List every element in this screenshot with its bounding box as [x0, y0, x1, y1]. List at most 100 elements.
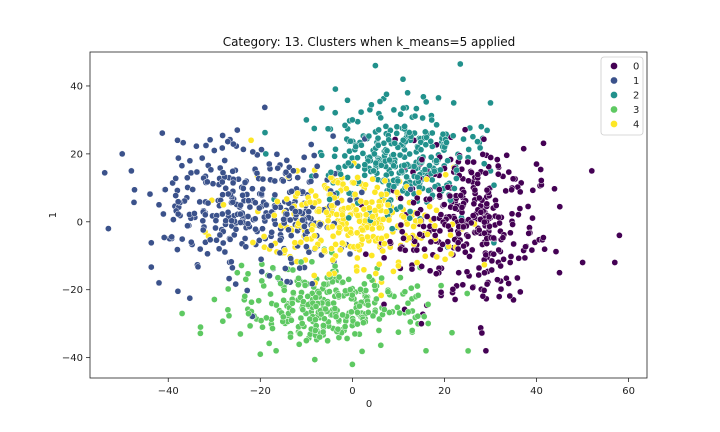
scatter-point-cluster-0 [431, 232, 439, 239]
scatter-point-cluster-1 [196, 198, 204, 206]
scatter-point-cluster-2 [413, 105, 420, 112]
scatter-point-cluster-4 [294, 189, 301, 197]
scatter-point-cluster-1 [232, 280, 240, 288]
scatter-point-cluster-4 [336, 246, 344, 254]
scatter-point-cluster-1 [237, 201, 244, 209]
scatter-point-cluster-3 [424, 301, 432, 308]
scatter-point-cluster-3 [335, 292, 343, 299]
chart-title: Category: 13. Clusters when k_means=5 ap… [223, 35, 516, 49]
scatter-point-cluster-3 [395, 328, 402, 336]
scatter-point-cluster-3 [343, 335, 351, 342]
scatter-point-cluster-1 [228, 217, 236, 225]
scatter-point-cluster-0 [459, 281, 467, 289]
scatter-point-cluster-3 [312, 303, 320, 310]
scatter-point-cluster-2 [487, 99, 494, 107]
scatter-point-cluster-2 [396, 151, 404, 159]
scatter-point-cluster-4 [247, 136, 255, 144]
scatter-point-cluster-0 [475, 271, 483, 279]
scatter-point-cluster-4 [372, 270, 380, 277]
scatter-point-cluster-1 [186, 294, 194, 302]
scatter-point-cluster-3 [331, 305, 339, 312]
scatter-point-cluster-0 [455, 269, 463, 277]
scatter-point-cluster-4 [416, 217, 424, 225]
scatter-point-cluster-2 [390, 183, 398, 190]
scatter-point-cluster-1 [259, 185, 267, 193]
scatter-point-cluster-2 [327, 168, 335, 176]
scatter-point-cluster-3 [289, 289, 297, 296]
scatter-point-cluster-4 [368, 198, 376, 206]
scatter-point-cluster-4 [333, 211, 341, 218]
scatter-point-cluster-1 [264, 212, 272, 220]
scatter-point-cluster-4 [320, 247, 328, 254]
scatter-point-cluster-3 [420, 313, 428, 320]
scatter-point-cluster-2 [398, 167, 405, 175]
scatter-point-cluster-1 [172, 192, 180, 199]
scatter-point-cluster-2 [433, 157, 440, 165]
scatter-point-cluster-0 [506, 292, 514, 300]
scatter-point-cluster-3 [312, 316, 319, 324]
scatter-point-cluster-1 [251, 199, 259, 207]
scatter-point-cluster-4 [359, 226, 366, 234]
scatter-point-cluster-3 [259, 323, 266, 331]
scatter-point-cluster-0 [444, 183, 452, 191]
scatter-point-cluster-3 [348, 291, 356, 299]
scatter-point-cluster-0 [470, 200, 478, 208]
scatter-point-cluster-4 [353, 267, 361, 275]
scatter-point-cluster-1 [267, 242, 275, 249]
scatter-point-cluster-3 [332, 313, 340, 321]
scatter-point-cluster-1 [407, 186, 415, 193]
scatter-point-cluster-1 [242, 243, 250, 251]
scatter-point-cluster-2 [374, 142, 382, 149]
scatter-point-cluster-2 [345, 214, 353, 222]
legend-label-0: 0 [633, 62, 639, 73]
scatter-point-cluster-1 [170, 216, 177, 223]
scatter-point-cluster-1 [222, 184, 230, 192]
scatter-point-cluster-1 [287, 232, 295, 239]
scatter-point-cluster-1 [273, 150, 281, 158]
scatter-point-cluster-0 [464, 233, 472, 240]
scatter-point-cluster-1 [239, 191, 246, 199]
scatter-point-cluster-0 [521, 254, 529, 262]
scatter-point-cluster-1 [219, 210, 226, 218]
scatter-point-cluster-3 [296, 330, 304, 338]
scatter-point-cluster-2 [437, 166, 444, 174]
scatter-point-cluster-1 [280, 216, 287, 223]
plot-frame [89, 51, 648, 379]
scatter-point-cluster-1 [261, 104, 269, 111]
scatter-point-cluster-0 [469, 284, 477, 291]
scatter-point-cluster-0 [421, 245, 428, 253]
scatter-point-cluster-4 [291, 239, 299, 247]
x-axis-ticks: −40 −20 0 20 40 60 [158, 378, 635, 397]
scatter-point-cluster-1 [303, 243, 310, 250]
scatter-point-cluster-2 [347, 137, 354, 145]
scatter-point-cluster-3 [263, 314, 270, 322]
scatter-point-cluster-1 [178, 162, 186, 170]
scatter-point-cluster-3 [401, 288, 409, 296]
scatter-point-cluster-3 [357, 286, 364, 293]
scatter-point-cluster-4 [368, 225, 376, 233]
scatter-point-cluster-4 [328, 202, 336, 210]
scatter-point-cluster-2 [361, 161, 369, 169]
scatter-point-cluster-1 [199, 217, 207, 225]
scatter-point-cluster-2 [428, 116, 436, 124]
scatter-point-cluster-4 [415, 189, 423, 196]
scatter-point-cluster-3 [312, 294, 320, 301]
scatter-point-cluster-3 [242, 275, 250, 283]
scatter-point-cluster-4 [364, 233, 371, 241]
scatter-point-cluster-0 [408, 265, 416, 273]
scatter-point-cluster-1 [193, 168, 201, 176]
scatter-point-cluster-3 [356, 302, 363, 310]
scatter-point-cluster-0 [515, 211, 522, 219]
scatter-point-cluster-1 [313, 162, 321, 170]
scatter-point-cluster-1 [259, 175, 267, 183]
scatter-point-cluster-2 [345, 159, 352, 167]
scatter-point-cluster-3 [397, 274, 404, 281]
scatter-point-cluster-1 [198, 154, 206, 162]
scatter-point-cluster-1 [241, 235, 249, 242]
scatter-point-cluster-3 [404, 299, 412, 307]
y-tick-label: 20 [70, 149, 83, 160]
scatter-point-cluster-2 [403, 173, 410, 181]
scatter-point-cluster-1 [346, 250, 354, 258]
scatter-point-cluster-2 [460, 135, 467, 143]
scatter-point-cluster-0 [414, 210, 421, 217]
